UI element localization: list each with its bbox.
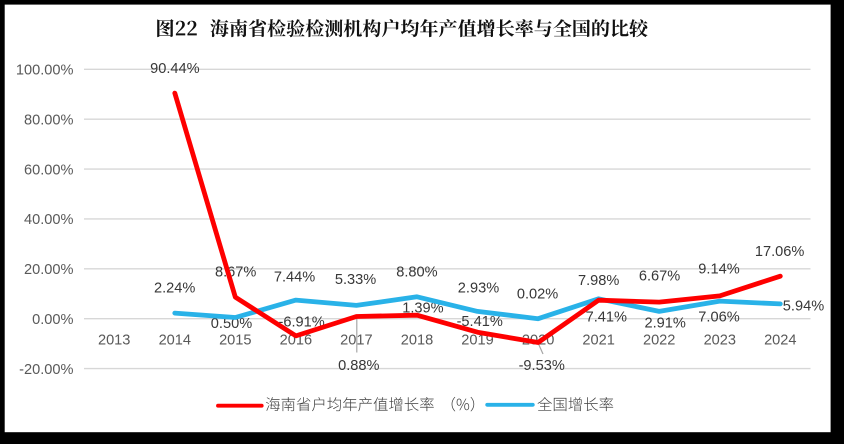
svg-text:2023: 2023 bbox=[704, 332, 736, 348]
svg-text:2.24%: 2.24% bbox=[154, 281, 195, 297]
svg-text:60.00%: 60.00% bbox=[24, 162, 74, 178]
svg-text:2021: 2021 bbox=[582, 332, 614, 348]
svg-text:8.80%: 8.80% bbox=[396, 264, 437, 280]
svg-text:5.94%: 5.94% bbox=[783, 299, 824, 315]
svg-text:-6.91%: -6.91% bbox=[278, 315, 324, 331]
svg-text:2.93%: 2.93% bbox=[458, 281, 499, 297]
svg-text:0.88%: 0.88% bbox=[338, 358, 379, 374]
svg-text:-5.41%: -5.41% bbox=[457, 314, 503, 330]
svg-text:2016: 2016 bbox=[280, 332, 312, 348]
svg-text:90.44%: 90.44% bbox=[150, 61, 200, 77]
svg-text:1.39%: 1.39% bbox=[402, 300, 443, 316]
svg-text:2014: 2014 bbox=[159, 332, 191, 348]
svg-text:2015: 2015 bbox=[219, 332, 251, 348]
svg-text:2018: 2018 bbox=[401, 332, 433, 348]
svg-text:-9.53%: -9.53% bbox=[519, 358, 565, 374]
svg-text:6.67%: 6.67% bbox=[639, 268, 680, 284]
svg-text:2022: 2022 bbox=[643, 332, 675, 348]
svg-text:-20.00%: -20.00% bbox=[19, 362, 73, 378]
svg-text:9.14%: 9.14% bbox=[698, 262, 739, 278]
svg-text:7.41%: 7.41% bbox=[586, 310, 627, 326]
svg-text:7.44%: 7.44% bbox=[274, 269, 315, 285]
svg-text:20.00%: 20.00% bbox=[24, 262, 74, 278]
svg-text:2024: 2024 bbox=[764, 332, 796, 348]
svg-text:80.00%: 80.00% bbox=[24, 112, 74, 128]
svg-text:0.02%: 0.02% bbox=[517, 287, 558, 303]
svg-text:100.00%: 100.00% bbox=[16, 63, 74, 79]
svg-text:0.00%: 0.00% bbox=[32, 312, 73, 328]
svg-text:2017: 2017 bbox=[340, 332, 372, 348]
svg-text:2013: 2013 bbox=[98, 332, 130, 348]
svg-text:8.67%: 8.67% bbox=[215, 264, 256, 280]
svg-text:17.06%: 17.06% bbox=[755, 244, 805, 260]
svg-text:7.06%: 7.06% bbox=[698, 310, 739, 326]
svg-text:2.91%: 2.91% bbox=[645, 315, 686, 331]
svg-text:40.00%: 40.00% bbox=[24, 212, 74, 228]
svg-text:5.33%: 5.33% bbox=[335, 272, 376, 288]
svg-text:2019: 2019 bbox=[461, 332, 493, 348]
svg-text:7.98%: 7.98% bbox=[578, 273, 619, 289]
svg-text:0.50%: 0.50% bbox=[211, 316, 252, 332]
